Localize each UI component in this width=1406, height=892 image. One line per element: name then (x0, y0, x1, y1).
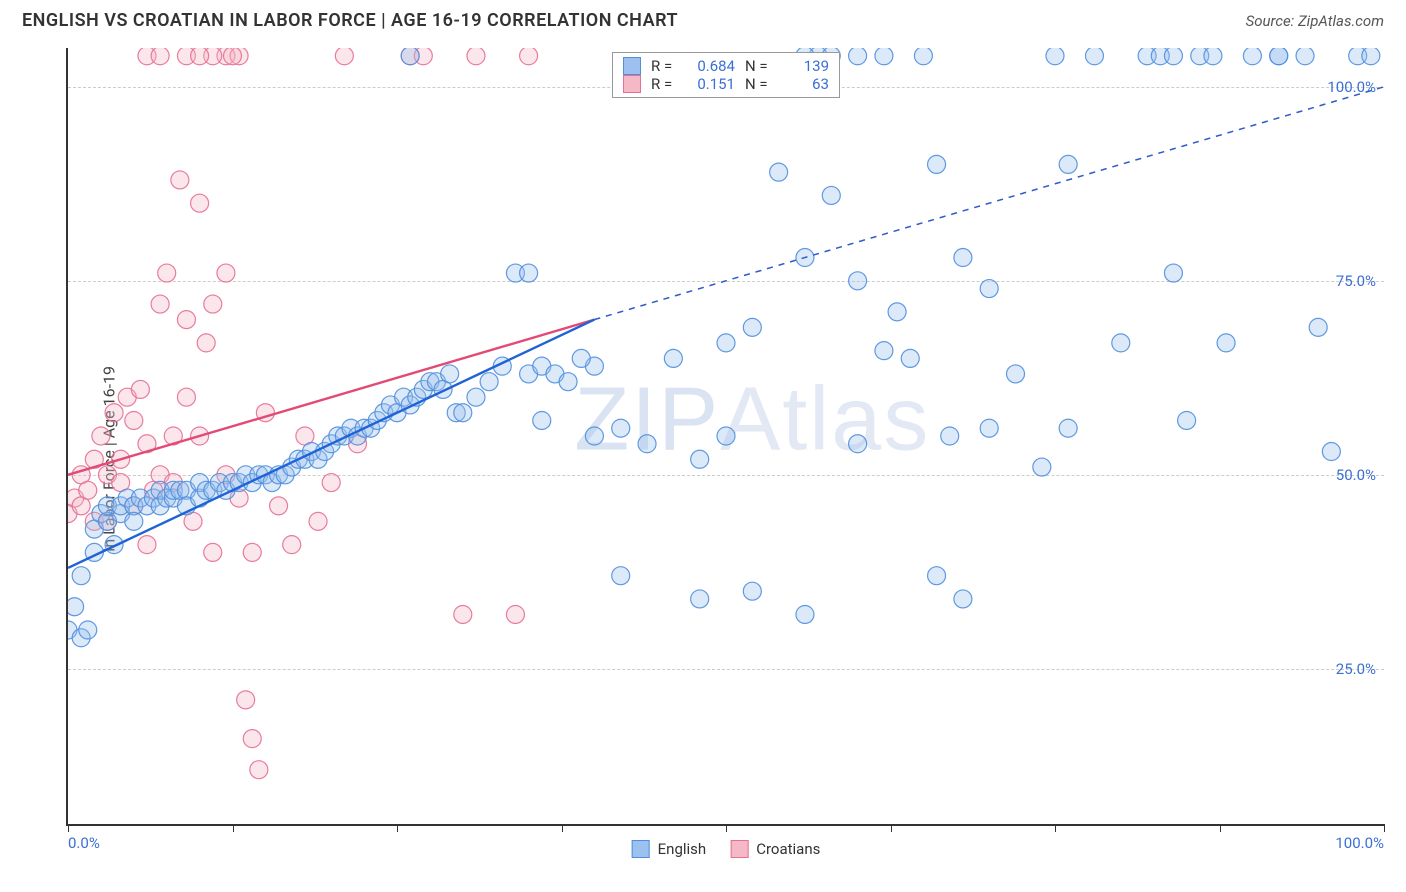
r-value-croatians: 0.151 (689, 75, 735, 93)
correlation-legend: R = 0.684 N = 139 R = 0.151 N = 63 (612, 52, 840, 98)
legend-row-croatians: R = 0.151 N = 63 (623, 75, 829, 93)
r-value-english: 0.684 (689, 57, 735, 75)
legend-item-croatians: Croatians (730, 840, 820, 858)
x-tick-label: 100.0% (1335, 834, 1384, 852)
legend-label-english: English (658, 840, 707, 858)
chart-title: ENGLISH VS CROATIAN IN LABOR FORCE | AGE… (22, 10, 678, 31)
x-tick-label: 0.0% (68, 834, 100, 852)
series-english (68, 48, 1380, 647)
n-value-croatians: 63 (783, 75, 829, 93)
legend-item-english: English (632, 840, 707, 858)
swatch-english-icon (632, 840, 650, 858)
swatch-croatians (623, 75, 641, 93)
chart-container: In Labor Force | Age 16-19 ZIPAtlas R = … (22, 48, 1384, 870)
n-value-english: 139 (783, 57, 829, 75)
n-label: N = (745, 75, 773, 93)
source-attribution: Source: ZipAtlas.com (1246, 12, 1384, 30)
swatch-english (623, 57, 641, 75)
series-legend: English Croatians (632, 840, 821, 858)
scatter-svg (68, 48, 1384, 824)
legend-row-english: R = 0.684 N = 139 (623, 57, 829, 75)
legend-label-croatians: Croatians (756, 840, 820, 858)
plot-area: ZIPAtlas R = 0.684 N = 139 R = 0.151 N =… (66, 48, 1384, 826)
n-label: N = (745, 57, 773, 75)
r-label: R = (651, 57, 679, 75)
swatch-croatians-icon (730, 840, 748, 858)
r-label: R = (651, 75, 679, 93)
